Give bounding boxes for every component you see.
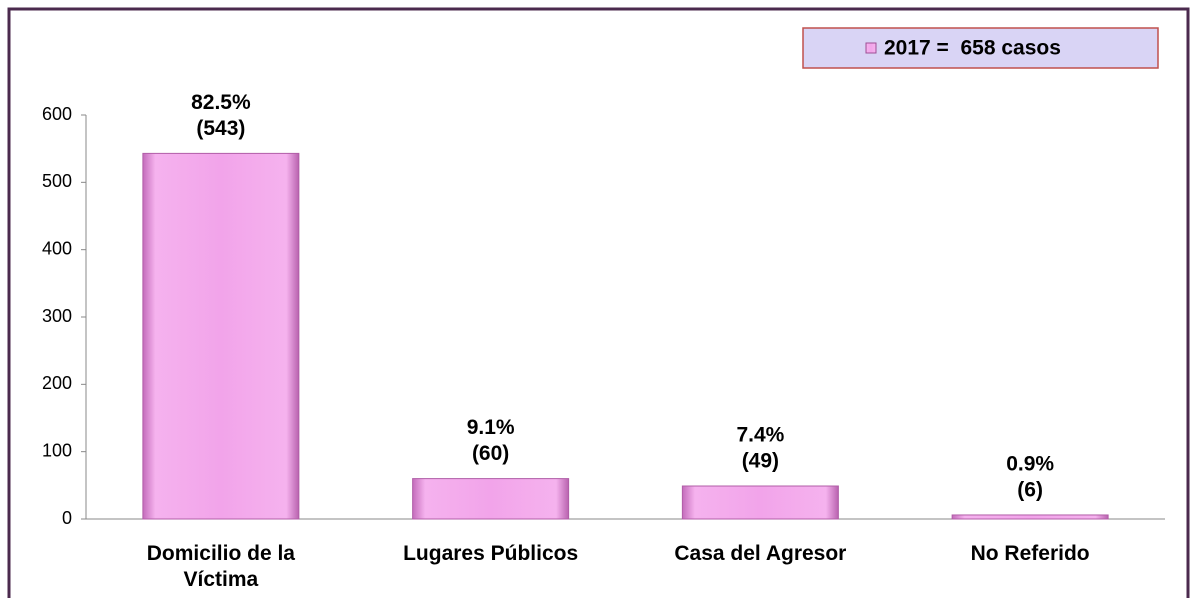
percent-label: 0.9% (1006, 453, 1054, 476)
legend-label: 2017 = 658 casos (884, 37, 1061, 60)
y-tick-label: 0 (62, 508, 72, 528)
value-label: (49) (742, 450, 779, 473)
bar (951, 514, 1109, 520)
bar (412, 478, 570, 520)
legend-box (802, 27, 1159, 69)
y-tick-label: 300 (42, 306, 72, 326)
y-tick-label: 500 (42, 171, 72, 191)
x-tick-label: No Referido (970, 542, 1090, 565)
percent-label: 7.4% (736, 424, 784, 447)
y-tick-label: 600 (42, 104, 72, 124)
bar (681, 485, 839, 520)
value-label: (6) (1017, 479, 1043, 502)
percent-label: 82.5% (191, 91, 251, 114)
x-tick-label: Domicilio de la Víctima (146, 542, 295, 591)
value-label: (60) (472, 442, 509, 465)
bar (142, 152, 300, 520)
percent-label: 9.1% (467, 416, 515, 439)
x-tick-label: Lugares Públicos (403, 542, 579, 565)
x-tick-label: Casa del Agresor (674, 542, 847, 565)
value-label: (543) (196, 117, 245, 140)
legend-marker (865, 42, 877, 54)
y-tick-label: 100 (42, 440, 72, 460)
outer-border (7, 7, 1190, 598)
y-tick-label: 200 (42, 373, 72, 393)
y-tick-label: 400 (42, 238, 72, 258)
